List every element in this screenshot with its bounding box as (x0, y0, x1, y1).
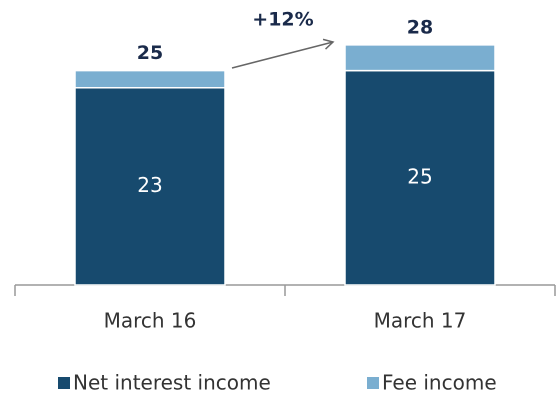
legend-label: Fee income (382, 371, 497, 395)
total-label: 25 (137, 42, 163, 64)
x-tick-label: March 16 (104, 309, 197, 333)
x-tick-label: March 17 (374, 309, 467, 333)
segment-label: 25 (407, 164, 432, 188)
bar-segment (74, 87, 226, 286)
legend-swatch (58, 377, 70, 389)
bar-segment (344, 69, 496, 286)
bar-segment (74, 69, 226, 89)
legend-swatch (367, 377, 379, 389)
growth-arrow (231, 38, 335, 69)
annotation: +12% (252, 9, 313, 31)
segment-label: 23 (137, 173, 162, 197)
total-label: 28 (407, 16, 433, 38)
legend-label: Net interest income (73, 371, 271, 395)
bar-segment (344, 44, 496, 72)
